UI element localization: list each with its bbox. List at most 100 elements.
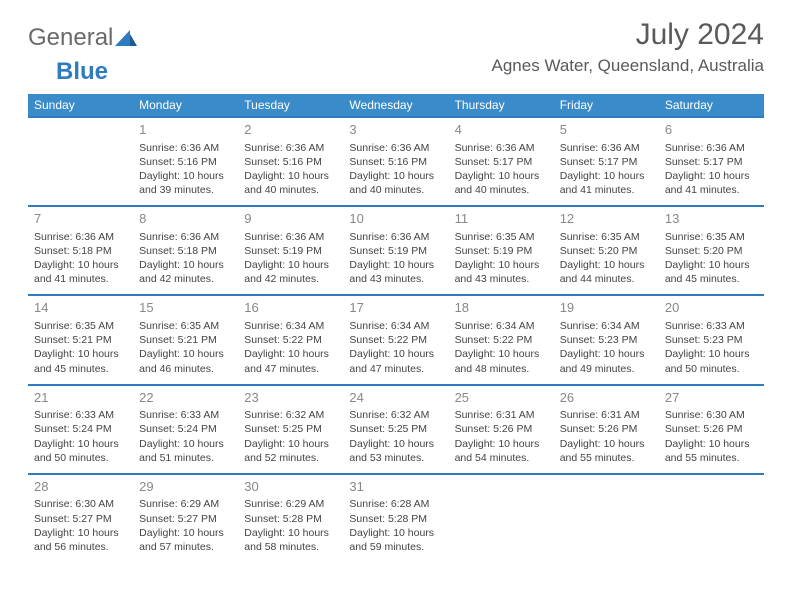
sunset-line: Sunset: 5:24 PM (139, 422, 232, 436)
sunrise-line: Sunrise: 6:31 AM (560, 408, 653, 422)
weekday-header: Monday (133, 94, 238, 117)
day-number: 18 (455, 299, 548, 317)
day-number: 28 (34, 478, 127, 496)
sunset-line: Sunset: 5:22 PM (455, 333, 548, 347)
day-number: 11 (455, 210, 548, 228)
daylight-line: Daylight: 10 hours and 42 minutes. (139, 258, 232, 286)
sunset-line: Sunset: 5:16 PM (244, 155, 337, 169)
calendar-row: 28Sunrise: 6:30 AMSunset: 5:27 PMDayligh… (28, 474, 764, 562)
sunrise-line: Sunrise: 6:36 AM (349, 230, 442, 244)
sunrise-line: Sunrise: 6:35 AM (665, 230, 758, 244)
calendar-cell: 18Sunrise: 6:34 AMSunset: 5:22 PMDayligh… (449, 295, 554, 384)
day-number: 3 (349, 121, 442, 139)
weekday-header: Wednesday (343, 94, 448, 117)
day-number: 21 (34, 389, 127, 407)
calendar-cell: 16Sunrise: 6:34 AMSunset: 5:22 PMDayligh… (238, 295, 343, 384)
calendar-cell: 10Sunrise: 6:36 AMSunset: 5:19 PMDayligh… (343, 206, 448, 295)
logo-word1: General (28, 24, 113, 52)
sunset-line: Sunset: 5:23 PM (560, 333, 653, 347)
daylight-line: Daylight: 10 hours and 51 minutes. (139, 437, 232, 465)
day-number: 30 (244, 478, 337, 496)
day-number: 8 (139, 210, 232, 228)
sunset-line: Sunset: 5:18 PM (34, 244, 127, 258)
daylight-line: Daylight: 10 hours and 55 minutes. (665, 437, 758, 465)
sunset-line: Sunset: 5:16 PM (139, 155, 232, 169)
sunrise-line: Sunrise: 6:28 AM (349, 497, 442, 511)
month-title: July 2024 (492, 18, 764, 52)
calendar-cell (554, 474, 659, 562)
logo: General (28, 24, 139, 52)
sunset-line: Sunset: 5:17 PM (455, 155, 548, 169)
day-number: 24 (349, 389, 442, 407)
sunrise-line: Sunrise: 6:33 AM (34, 408, 127, 422)
calendar-row: 1Sunrise: 6:36 AMSunset: 5:16 PMDaylight… (28, 117, 764, 206)
sunset-line: Sunset: 5:27 PM (34, 512, 127, 526)
day-number: 10 (349, 210, 442, 228)
sunrise-line: Sunrise: 6:36 AM (455, 141, 548, 155)
sunset-line: Sunset: 5:17 PM (665, 155, 758, 169)
sunset-line: Sunset: 5:23 PM (665, 333, 758, 347)
day-number: 17 (349, 299, 442, 317)
day-number: 22 (139, 389, 232, 407)
calendar-row: 7Sunrise: 6:36 AMSunset: 5:18 PMDaylight… (28, 206, 764, 295)
calendar-cell (28, 117, 133, 206)
calendar-cell: 14Sunrise: 6:35 AMSunset: 5:21 PMDayligh… (28, 295, 133, 384)
sunrise-line: Sunrise: 6:35 AM (139, 319, 232, 333)
calendar-cell: 21Sunrise: 6:33 AMSunset: 5:24 PMDayligh… (28, 385, 133, 474)
sunset-line: Sunset: 5:24 PM (34, 422, 127, 436)
daylight-line: Daylight: 10 hours and 41 minutes. (665, 169, 758, 197)
day-number: 25 (455, 389, 548, 407)
sunset-line: Sunset: 5:16 PM (349, 155, 442, 169)
sunset-line: Sunset: 5:26 PM (560, 422, 653, 436)
sunrise-line: Sunrise: 6:30 AM (34, 497, 127, 511)
day-number: 4 (455, 121, 548, 139)
weekday-header: Sunday (28, 94, 133, 117)
daylight-line: Daylight: 10 hours and 43 minutes. (455, 258, 548, 286)
day-number: 27 (665, 389, 758, 407)
sunrise-line: Sunrise: 6:36 AM (139, 141, 232, 155)
daylight-line: Daylight: 10 hours and 53 minutes. (349, 437, 442, 465)
daylight-line: Daylight: 10 hours and 57 minutes. (139, 526, 232, 554)
calendar-cell: 5Sunrise: 6:36 AMSunset: 5:17 PMDaylight… (554, 117, 659, 206)
calendar-cell: 4 Sunrise: 6:36 AMSunset: 5:17 PMDaylight… (449, 117, 554, 206)
calendar-cell (449, 474, 554, 562)
sunrise-line: Sunrise: 6:34 AM (455, 319, 548, 333)
daylight-line: Daylight: 10 hours and 45 minutes. (665, 258, 758, 286)
calendar-cell: 23Sunrise: 6:32 AMSunset: 5:25 PMDayligh… (238, 385, 343, 474)
calendar-cell: 24Sunrise: 6:32 AMSunset: 5:25 PMDayligh… (343, 385, 448, 474)
day-number: 15 (139, 299, 232, 317)
sunrise-line: Sunrise: 6:34 AM (560, 319, 653, 333)
calendar-cell: 15Sunrise: 6:35 AMSunset: 5:21 PMDayligh… (133, 295, 238, 384)
calendar-cell: 31Sunrise: 6:28 AMSunset: 5:28 PMDayligh… (343, 474, 448, 562)
daylight-line: Daylight: 10 hours and 44 minutes. (560, 258, 653, 286)
sunrise-line: Sunrise: 6:35 AM (455, 230, 548, 244)
daylight-line: Daylight: 10 hours and 56 minutes. (34, 526, 127, 554)
daylight-line: Daylight: 10 hours and 41 minutes. (34, 258, 127, 286)
calendar-cell: 27Sunrise: 6:30 AMSunset: 5:26 PMDayligh… (659, 385, 764, 474)
sunrise-line: Sunrise: 6:29 AM (244, 497, 337, 511)
daylight-line: Daylight: 10 hours and 50 minutes. (34, 437, 127, 465)
day-number: 16 (244, 299, 337, 317)
day-number: 20 (665, 299, 758, 317)
sunset-line: Sunset: 5:18 PM (139, 244, 232, 258)
sunset-line: Sunset: 5:17 PM (560, 155, 653, 169)
calendar-cell: 17Sunrise: 6:34 AMSunset: 5:22 PMDayligh… (343, 295, 448, 384)
logo-triangle-icon (115, 30, 137, 46)
sunset-line: Sunset: 5:22 PM (244, 333, 337, 347)
calendar-row: 21Sunrise: 6:33 AMSunset: 5:24 PMDayligh… (28, 385, 764, 474)
daylight-line: Daylight: 10 hours and 40 minutes. (455, 169, 548, 197)
sunset-line: Sunset: 5:26 PM (455, 422, 548, 436)
sunset-line: Sunset: 5:20 PM (665, 244, 758, 258)
day-number: 6 (665, 121, 758, 139)
sunrise-line: Sunrise: 6:36 AM (244, 230, 337, 244)
calendar-cell: 12Sunrise: 6:35 AMSunset: 5:20 PMDayligh… (554, 206, 659, 295)
day-number: 23 (244, 389, 337, 407)
sunset-line: Sunset: 5:22 PM (349, 333, 442, 347)
daylight-line: Daylight: 10 hours and 50 minutes. (665, 347, 758, 375)
day-number: 13 (665, 210, 758, 228)
sunrise-line: Sunrise: 6:30 AM (665, 408, 758, 422)
sunrise-line: Sunrise: 6:36 AM (560, 141, 653, 155)
day-number: 12 (560, 210, 653, 228)
calendar-cell: 30Sunrise: 6:29 AMSunset: 5:28 PMDayligh… (238, 474, 343, 562)
calendar-cell: 11Sunrise: 6:35 AMSunset: 5:19 PMDayligh… (449, 206, 554, 295)
